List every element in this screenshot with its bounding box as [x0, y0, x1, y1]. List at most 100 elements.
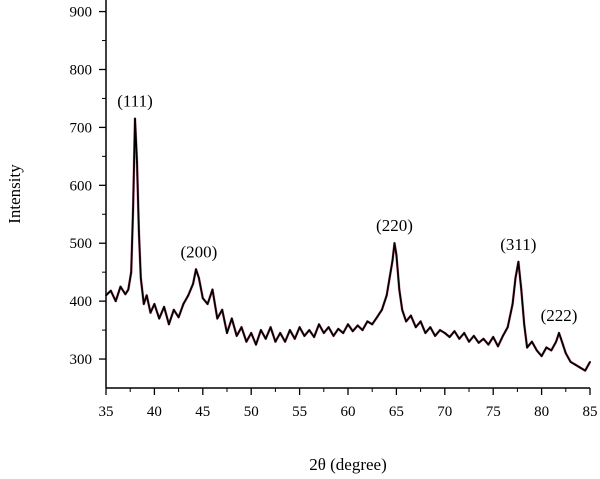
data-point [434, 335, 436, 337]
data-point [458, 337, 461, 340]
data-point [574, 363, 577, 366]
x-tick-label: 60 [341, 404, 356, 420]
data-point [487, 343, 490, 346]
data-point [284, 340, 286, 343]
data-point [550, 349, 553, 352]
x-tick-label: 75 [486, 404, 501, 420]
data-point [555, 340, 557, 343]
data-point [250, 332, 253, 334]
data-point [145, 294, 148, 297]
data-point [569, 361, 572, 363]
data-point [393, 242, 396, 245]
data-point [540, 355, 543, 357]
data-point [221, 308, 224, 311]
data-point [158, 317, 161, 320]
data-point [127, 288, 130, 291]
data-point [463, 332, 466, 334]
data-point [517, 260, 520, 263]
data-point [371, 323, 374, 326]
y-axis-ticks: 300 400 500 600 700 800 900 [70, 5, 106, 368]
data-point [560, 337, 562, 340]
data-point [149, 311, 152, 314]
data-point [139, 277, 142, 279]
data-point [398, 288, 401, 291]
data-point [130, 271, 133, 274]
data-point [472, 335, 475, 337]
y-tick-label: 800 [70, 62, 93, 78]
data-point [511, 303, 514, 305]
data-point [119, 285, 122, 288]
peak-label: (222) [541, 306, 578, 325]
data-point [255, 343, 257, 346]
data-point [303, 335, 306, 337]
data-point [337, 328, 340, 330]
data-point [523, 323, 526, 326]
data-point [502, 335, 504, 337]
data-point [526, 346, 528, 349]
data-point [439, 329, 441, 331]
data-point [366, 320, 369, 323]
data-point [351, 330, 354, 333]
y-tick-label: 300 [70, 352, 93, 368]
data-point [347, 323, 349, 326]
data-point [138, 230, 140, 233]
data-point [545, 346, 548, 349]
data-point [531, 340, 533, 343]
data-point [391, 259, 394, 262]
data-point [381, 308, 383, 311]
data-point [114, 300, 117, 302]
data-point [124, 293, 127, 296]
peak-label: (200) [181, 242, 218, 261]
data-point [153, 303, 156, 305]
data-point [332, 335, 335, 337]
data-point [584, 369, 587, 372]
peak-label: (220) [376, 216, 413, 235]
x-tick-label: 70 [437, 404, 452, 420]
data-point [410, 314, 412, 317]
data-point [182, 303, 185, 305]
data-point [142, 303, 145, 305]
x-tick-label: 85 [583, 404, 598, 420]
data-point [187, 294, 190, 297]
x-tick-label: 80 [534, 404, 549, 420]
axes [105, 0, 590, 389]
data-point [388, 277, 391, 279]
x-tick-label: 55 [292, 404, 307, 420]
data-point [240, 326, 243, 329]
data-point [201, 297, 204, 300]
data-point [132, 207, 135, 210]
data-point [564, 352, 567, 355]
data-point [134, 117, 136, 120]
data-point [414, 326, 417, 329]
peak-label: (111) [117, 92, 153, 111]
data-point [260, 329, 262, 331]
data-point [405, 320, 407, 323]
x-tick-label: 35 [99, 404, 114, 420]
peak-label: (311) [500, 235, 536, 254]
x-axis-title: 2θ (degree) [309, 455, 387, 474]
y-tick-label: 600 [70, 178, 93, 194]
x-axis-ticks: 35 40 45 50 55 60 65 70 75 80 85 [99, 388, 598, 420]
data-point [520, 288, 523, 291]
y-tick-label: 700 [70, 120, 93, 136]
data-point [192, 282, 195, 285]
y-axis-title: Intensity [5, 164, 24, 224]
data-point [264, 337, 267, 340]
data-point [172, 308, 175, 311]
data-point [177, 316, 180, 319]
data-point [535, 349, 538, 352]
data-point [298, 326, 301, 329]
data-point [477, 341, 480, 344]
data-point [105, 294, 107, 297]
data-point [216, 317, 219, 320]
y-tick-label: 400 [70, 294, 93, 310]
x-tick-label: 45 [195, 404, 210, 420]
data-point [514, 277, 517, 279]
data-point [424, 332, 427, 334]
data-point [235, 335, 238, 337]
data-point [429, 326, 432, 329]
y-tick-label: 500 [70, 236, 93, 252]
data-point [497, 345, 499, 348]
data-point [361, 329, 364, 331]
